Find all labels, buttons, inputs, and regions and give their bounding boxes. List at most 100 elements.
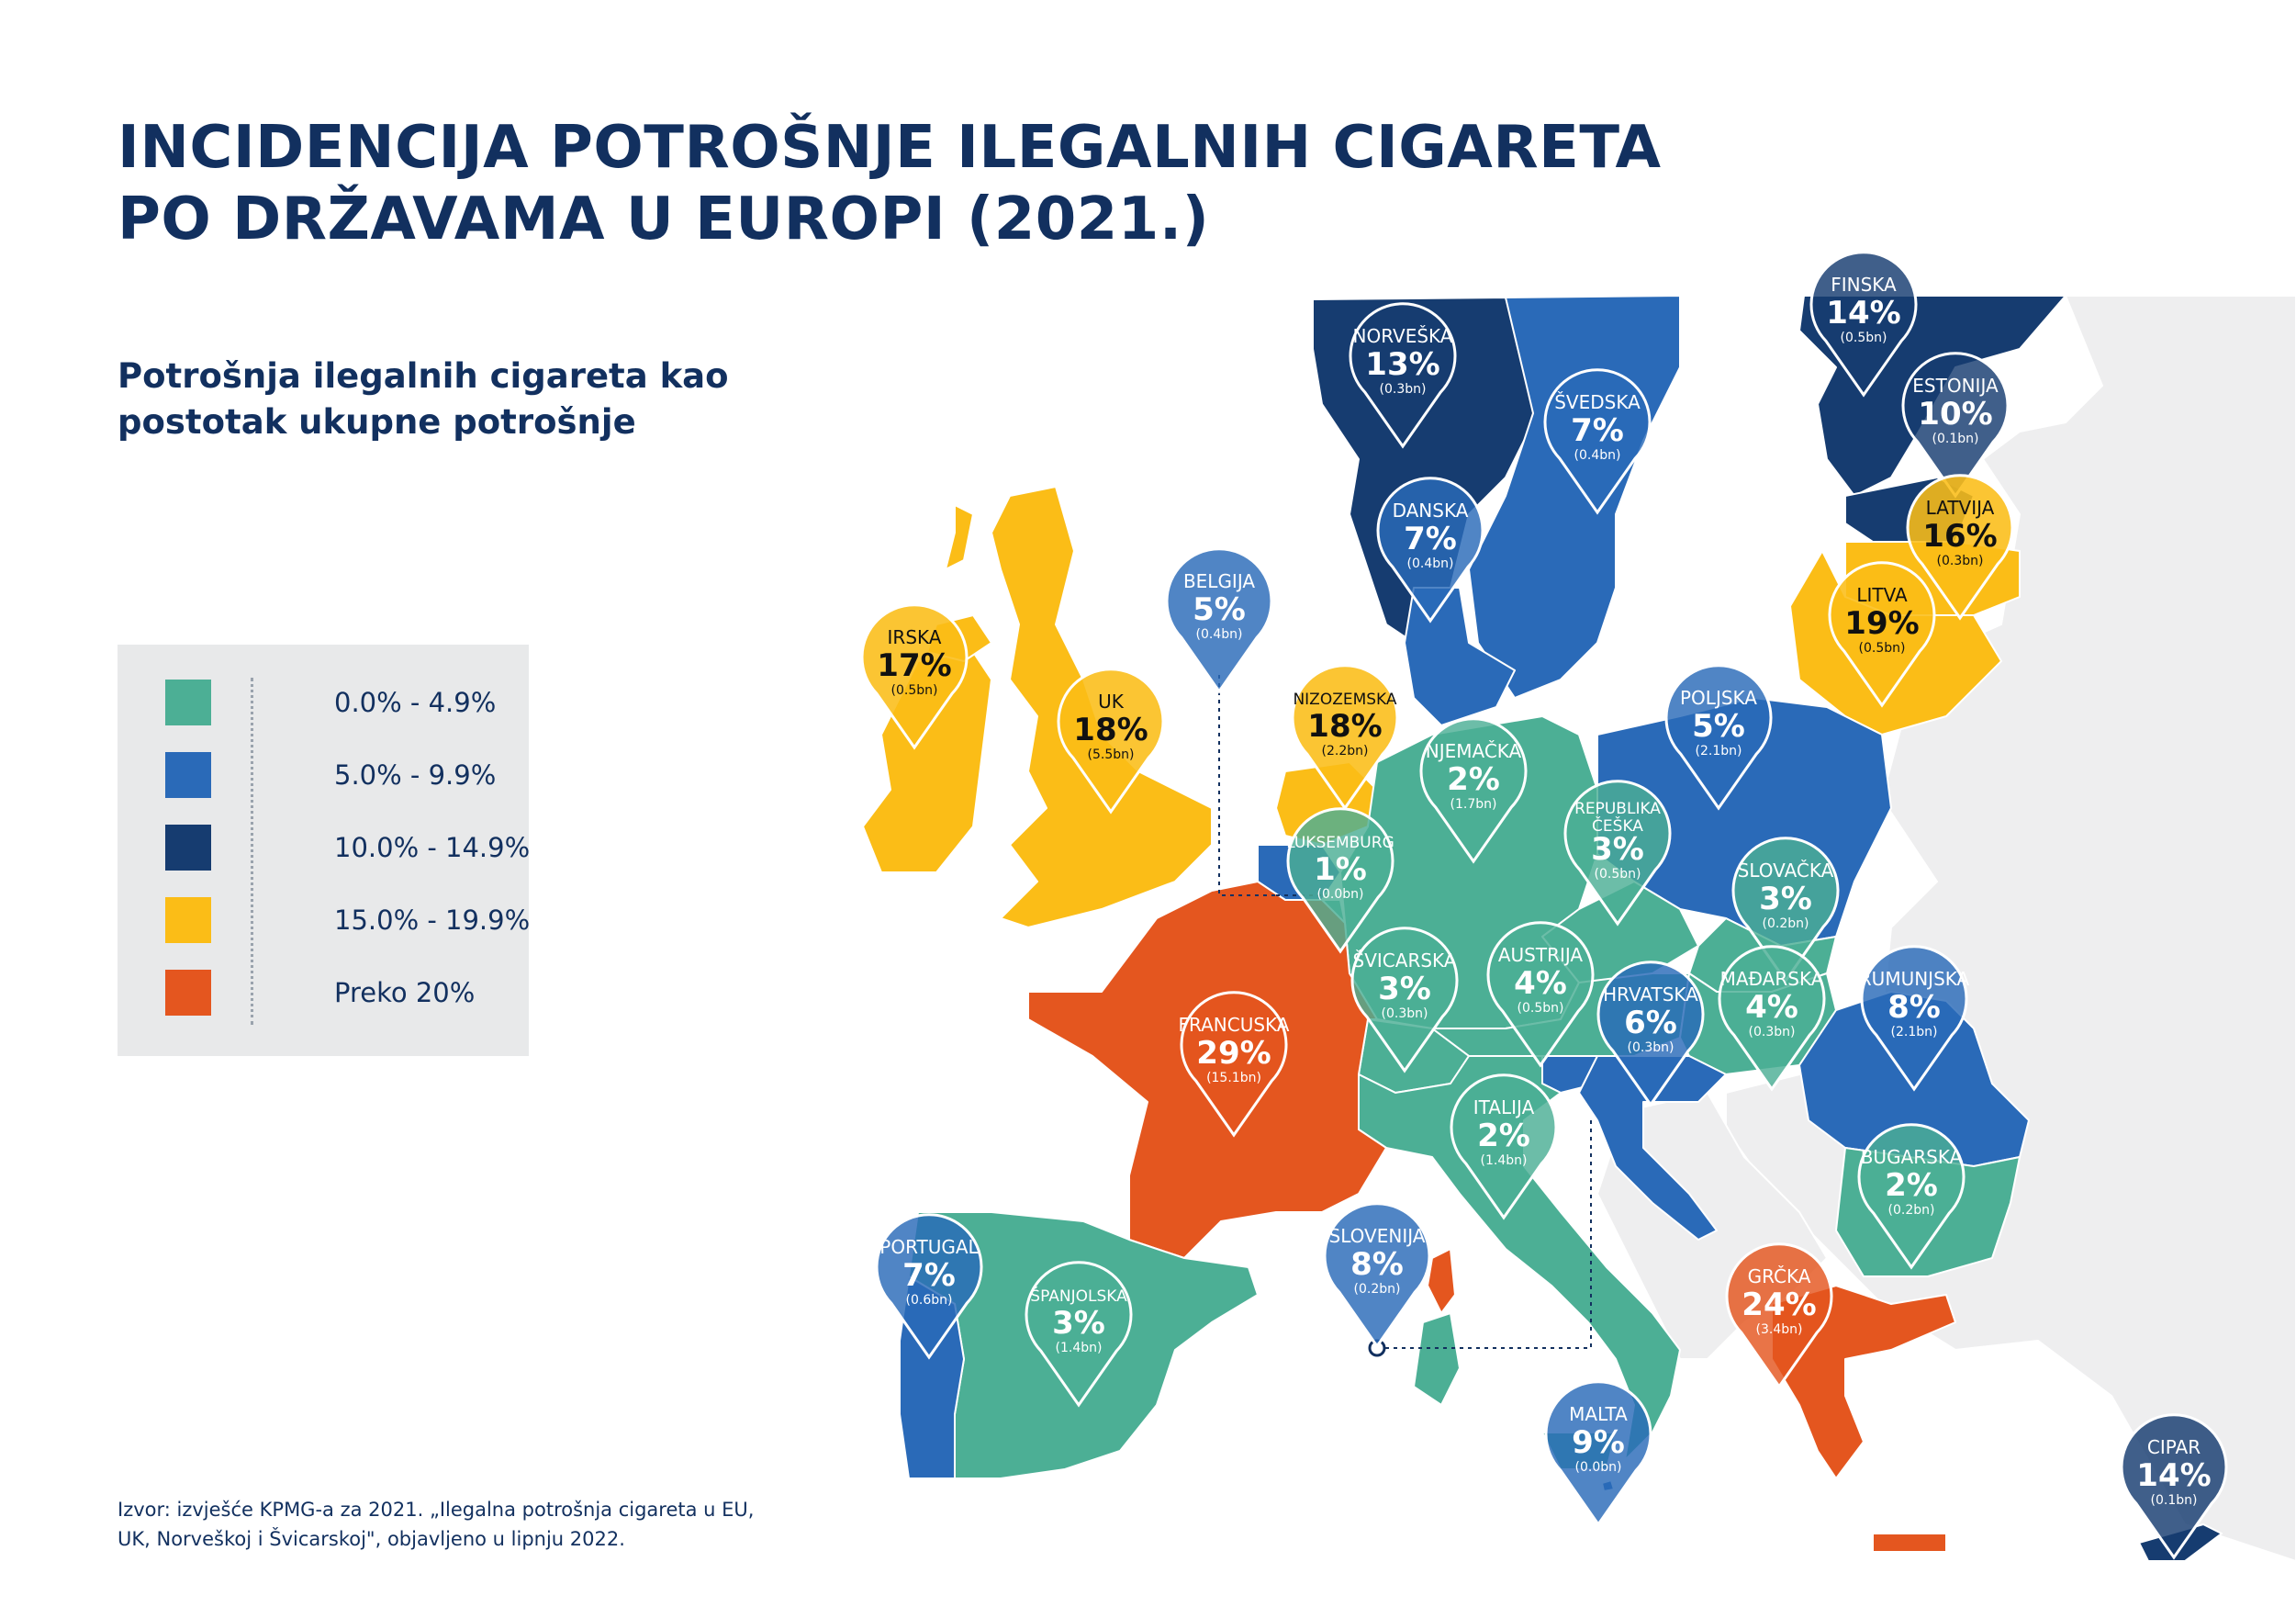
- austrija-pin-value: 4%: [1514, 965, 1567, 1002]
- bugarska-pin-shape: [1857, 1123, 1966, 1270]
- madarska-pin-value: 4%: [1745, 989, 1798, 1026]
- legend: 0.0% - 4.9% 5.0% - 9.9% 10.0% - 14.9% 15…: [118, 645, 530, 1056]
- cipar-pin-shape: [2120, 1413, 2228, 1560]
- nizozemska-pin-volume: (2.2bn): [1322, 744, 1369, 758]
- malta-pin-name: MALTA: [1569, 1403, 1628, 1425]
- legend-item: 10.0% - 14.9%: [165, 825, 530, 872]
- legend-swatch: [165, 752, 211, 798]
- subtitle-line-1: Potrošnja ilegalnih cigareta kao: [118, 356, 729, 396]
- belgija-pin-shape: [1165, 547, 1273, 694]
- republika-pin-value: 3%: [1591, 831, 1644, 868]
- slovacka-pin-shape: [1731, 837, 1840, 983]
- source-note: Izvor: izvješće KPMG-a za 2021. „Ilegaln…: [118, 1495, 754, 1554]
- hrvatska-pin-shape: [1596, 961, 1705, 1107]
- sardinia-shape: [1413, 1312, 1461, 1406]
- finska-pin-volume: (0.5bn): [1841, 331, 1887, 345]
- francuska-pin-name: FRANCUSKA: [1179, 1014, 1290, 1036]
- republika-pin-shape: [1563, 780, 1672, 927]
- njemacka-pin-volume: (1.7bn): [1450, 797, 1497, 812]
- irska-pin-name: IRSKA: [888, 626, 942, 648]
- njemacka-pin-shape: [1419, 717, 1528, 864]
- slovacka-pin-name: SLOVAČKA: [1738, 860, 1834, 882]
- luksemburg-pin-name: LUKSEMBURG: [1286, 834, 1394, 852]
- legend-label: 15.0% - 19.9%: [334, 905, 531, 936]
- republika-pin-name: REPUBLIKA: [1574, 800, 1661, 818]
- austrija-pin-name: AUSTRIJA: [1498, 944, 1584, 966]
- spanjolska-pin-name: ŠPANJOLSKA: [1030, 1286, 1127, 1306]
- legend-label: 0.0% - 4.9%: [334, 687, 497, 718]
- grcka-pin-shape: [1725, 1242, 1833, 1389]
- danska-pin-volume: (0.4bn): [1407, 556, 1454, 571]
- estonija-pin-name: ESTONIJA: [1912, 375, 1999, 397]
- subtitle-line-2: postotak ukupne potrošnje: [118, 402, 636, 442]
- uk-islands-shape: [945, 504, 974, 570]
- portugal-pin-value: 7%: [902, 1257, 956, 1294]
- nizozemska-pin-shape: [1291, 664, 1399, 811]
- nizozemska-pin-value: 18%: [1307, 708, 1382, 745]
- luksemburg-pin-shape: [1286, 807, 1394, 954]
- malta-pin-shape: [1544, 1380, 1652, 1527]
- slovenia-leader-line: [1377, 1120, 1592, 1349]
- rumunjska-pin-shape: [1860, 945, 1968, 1092]
- source-line-2: UK, Norveškoj i Švicarskoj", objavljeno …: [118, 1528, 625, 1550]
- norveska-pin-value: 13%: [1365, 346, 1439, 383]
- francuska-pin-shape: [1180, 991, 1288, 1138]
- latvija-pin-volume: (0.3bn): [1937, 554, 1984, 568]
- italija-pin-volume: (1.4bn): [1481, 1153, 1528, 1168]
- grcka-pin-volume: (3.4bn): [1756, 1322, 1803, 1337]
- danska-pin-shape: [1376, 477, 1484, 624]
- italija-pin-shape: [1450, 1073, 1558, 1220]
- poljska-pin-shape: [1664, 664, 1773, 811]
- svedska-pin-value: 7%: [1571, 412, 1624, 449]
- belgija-pin-value: 5%: [1193, 591, 1246, 628]
- danska-pin-value: 7%: [1404, 521, 1457, 557]
- njemacka-pin-value: 2%: [1447, 761, 1500, 798]
- slovacka-pin-volume: (0.2bn): [1763, 916, 1809, 931]
- spanjolska-pin-value: 3%: [1052, 1305, 1105, 1342]
- cipar-pin-name: CIPAR: [2147, 1436, 2201, 1458]
- francuska-pin-value: 29%: [1196, 1035, 1271, 1072]
- svicarska-pin-value: 3%: [1378, 971, 1431, 1007]
- slovenija-pin-value: 8%: [1350, 1246, 1404, 1283]
- irska-pin-value: 17%: [877, 647, 951, 684]
- rumunjska-pin-volume: (2.1bn): [1891, 1025, 1938, 1039]
- spanjolska-pin-shape: [1025, 1261, 1133, 1408]
- finska-pin-value: 14%: [1826, 295, 1900, 331]
- litva-pin-volume: (0.5bn): [1859, 641, 1906, 656]
- svedska-pin-shape: [1543, 368, 1652, 515]
- svicarska-pin-volume: (0.3bn): [1382, 1006, 1428, 1021]
- map-subtitle: Potrošnja ilegalnih cigareta kao postota…: [118, 354, 729, 445]
- title-line-1: INCIDENCIJA POTROŠNJE ILEGALNIH CIGARETA: [118, 114, 1662, 182]
- hrvatska-pin-value: 6%: [1624, 1005, 1677, 1041]
- norveska-pin-shape: [1349, 302, 1457, 449]
- legend-divider: [251, 678, 253, 1025]
- latvija-pin-shape: [1906, 474, 2014, 621]
- portugal-pin-name: PORTUGAL: [879, 1236, 979, 1258]
- denmark-shape: [1404, 587, 1516, 726]
- svicarska-pin-name: ŠVICARSKA: [1353, 949, 1457, 972]
- uk-shape: [991, 486, 1213, 928]
- svicarska-pin-shape: [1350, 927, 1459, 1073]
- hrvatska-pin-name: HRVATSKA: [1603, 983, 1698, 1006]
- poljska-pin-name: POLJSKA: [1680, 687, 1757, 709]
- litva-pin-shape: [1828, 561, 1936, 708]
- legend-item: 15.0% - 19.9%: [165, 897, 530, 945]
- italija-pin-value: 2%: [1477, 1118, 1530, 1154]
